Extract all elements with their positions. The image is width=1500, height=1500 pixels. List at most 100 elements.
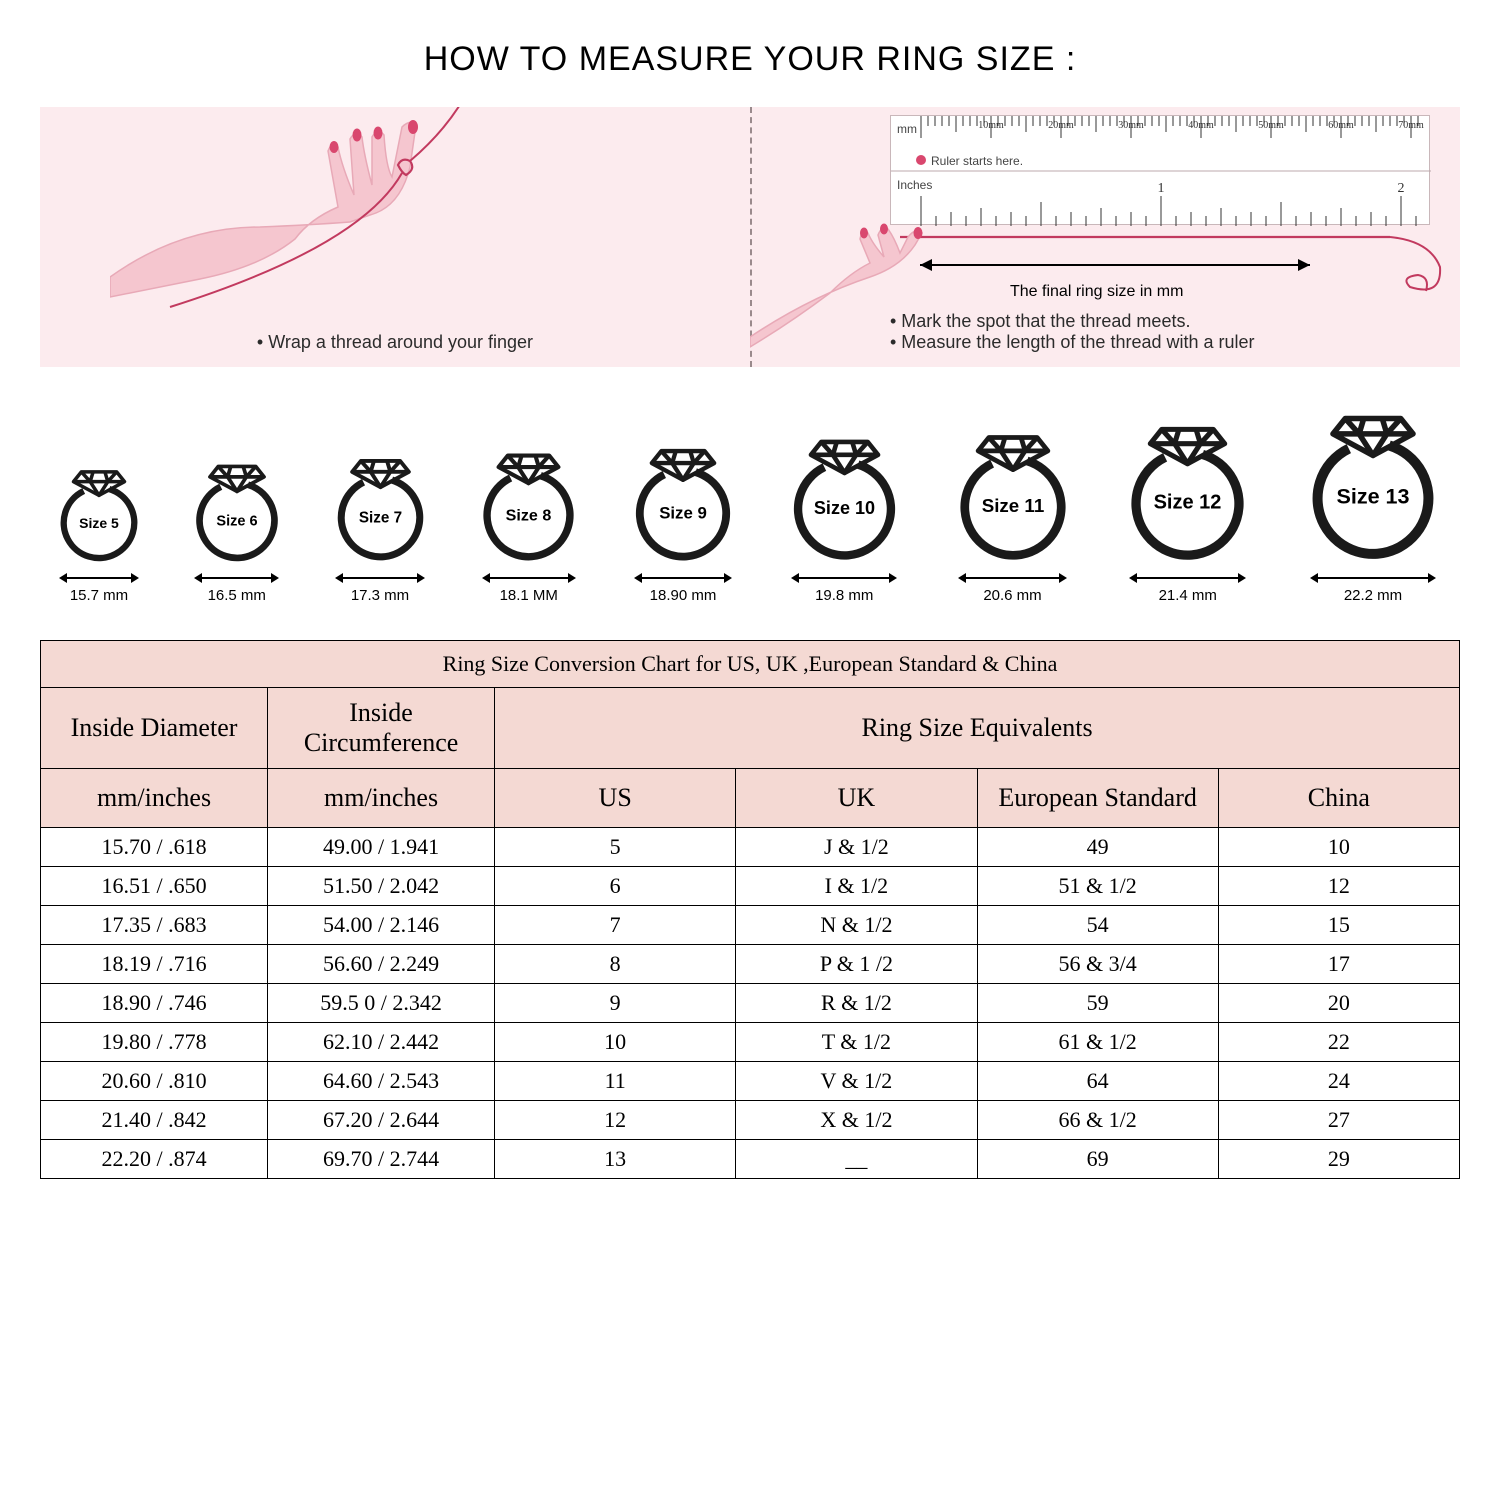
- ring-mm-label: 18.90 mm: [623, 587, 743, 604]
- table-cell: 10: [495, 1022, 736, 1061]
- ring-size-row: Size 5 15.7 mm Size 6: [40, 403, 1460, 612]
- table-cell: 29: [1218, 1139, 1459, 1178]
- instruction-band: • Wrap a thread around your finger: [40, 107, 1460, 367]
- ring-mm-label: 16.5 mm: [185, 587, 289, 604]
- conversion-table: Ring Size Conversion Chart for US, UK ,E…: [40, 640, 1460, 1179]
- ring-mm-label: 15.7 mm: [50, 587, 148, 604]
- table-body: 15.70 / .61849.00 / 1.9415J & 1/2491016.…: [41, 827, 1460, 1178]
- svg-text:Size 6: Size 6: [216, 513, 257, 529]
- table-cell: N & 1/2: [736, 905, 977, 944]
- ring-mm-label: 17.3 mm: [326, 587, 435, 604]
- table-row: 18.19 / .71656.60 / 2.2498P & 1 /256 & 3…: [41, 944, 1460, 983]
- svg-text:Size 12: Size 12: [1154, 491, 1222, 513]
- svg-text:60mm: 60mm: [1328, 120, 1354, 131]
- table-cell: 18.19 / .716: [41, 944, 268, 983]
- table-row: 20.60 / .81064.60 / 2.54311V & 1/26424: [41, 1061, 1460, 1100]
- table-cell: 17.35 / .683: [41, 905, 268, 944]
- svg-text:Size 5: Size 5: [79, 515, 119, 531]
- ring-mm-label: 20.6 mm: [946, 587, 1080, 604]
- ring-icon: Size 11: [946, 424, 1080, 565]
- table-row: 16.51 / .65051.50 / 2.0426I & 1/251 & 1/…: [41, 866, 1460, 905]
- table-row: 22.20 / .87469.70 / 2.74413__6929: [41, 1139, 1460, 1178]
- table-cell: X & 1/2: [736, 1100, 977, 1139]
- hand-wrap-icon: [110, 107, 630, 317]
- ring-item: Size 6 16.5 mm: [185, 456, 289, 604]
- table-cell: 69.70 / 2.744: [268, 1139, 495, 1178]
- table-cell: 56 & 3/4: [977, 944, 1218, 983]
- th-us: US: [495, 768, 736, 827]
- table-cell: 8: [495, 944, 736, 983]
- ring-item: Size 9 18.90 mm: [623, 439, 743, 604]
- table-cell: 49: [977, 827, 1218, 866]
- table-cell: 61 & 1/2: [977, 1022, 1218, 1061]
- table-header-row-2: mm/inches mm/inches US UK European Stand…: [41, 768, 1460, 827]
- table-cell: 66 & 1/2: [977, 1100, 1218, 1139]
- table-cell: 20.60 / .810: [41, 1061, 268, 1100]
- ring-size-guide: HOW TO MEASURE YOUR RING SIZE : • Wrap a…: [0, 0, 1500, 1179]
- table-cell: V & 1/2: [736, 1061, 977, 1100]
- th-diameter-unit: mm/inches: [41, 768, 268, 827]
- svg-text:1: 1: [1158, 181, 1165, 196]
- ring-icon: Size 13: [1296, 403, 1450, 565]
- instruction-left: • Wrap a thread around your finger: [40, 107, 750, 367]
- table-cell: 10: [1218, 827, 1459, 866]
- table-caption: Ring Size Conversion Chart for US, UK ,E…: [41, 640, 1460, 687]
- table-cell: 51 & 1/2: [977, 866, 1218, 905]
- table-cell: 56.60 / 2.249: [268, 944, 495, 983]
- table-cell: __: [736, 1139, 977, 1178]
- table-cell: 6: [495, 866, 736, 905]
- table-cell: 15: [1218, 905, 1459, 944]
- ring-item: Size 5 15.7 mm: [50, 462, 148, 604]
- th-uk: UK: [736, 768, 977, 827]
- table-cell: 11: [495, 1061, 736, 1100]
- th-diameter: Inside Diameter: [41, 687, 268, 768]
- ring-icon: Size 10: [780, 429, 909, 564]
- table-cell: 22.20 / .874: [41, 1139, 268, 1178]
- table-cell: 54: [977, 905, 1218, 944]
- table-caption-row: Ring Size Conversion Chart for US, UK ,E…: [41, 640, 1460, 687]
- th-china: China: [1218, 768, 1459, 827]
- table-row: 19.80 / .77862.10 / 2.44210T & 1/261 & 1…: [41, 1022, 1460, 1061]
- table-cell: 12: [1218, 866, 1459, 905]
- svg-text:Size 9: Size 9: [659, 503, 707, 522]
- table-header-row-1: Inside Diameter Inside Circumference Rin…: [41, 687, 1460, 768]
- ring-mm-label: 22.2 mm: [1296, 587, 1450, 604]
- instruction-right: 10mm20mm30mm40mm50mm60mm70mm12 mm Ruler …: [750, 107, 1460, 367]
- ruler-illustration: 10mm20mm30mm40mm50mm60mm70mm12 mm Ruler …: [890, 115, 1430, 225]
- ring-item: Size 7 17.3 mm: [326, 450, 435, 603]
- table-cell: I & 1/2: [736, 866, 977, 905]
- table-cell: 16.51 / .650: [41, 866, 268, 905]
- svg-text:Size 7: Size 7: [358, 510, 401, 527]
- table-cell: J & 1/2: [736, 827, 977, 866]
- table-row: 17.35 / .68354.00 / 2.1467N & 1/25415: [41, 905, 1460, 944]
- th-eu: European Standard: [977, 768, 1218, 827]
- instruction-right-caption-1: • Mark the spot that the thread meets.: [890, 311, 1460, 332]
- ring-icon: Size 6: [185, 456, 289, 565]
- table-cell: 59.5 0 / 2.342: [268, 983, 495, 1022]
- table-cell: 9: [495, 983, 736, 1022]
- table-cell: 21.40 / .842: [41, 1100, 268, 1139]
- ruler-svg: 10mm20mm30mm40mm50mm60mm70mm12: [891, 116, 1431, 226]
- ruler-mm-label: mm: [897, 122, 917, 136]
- table-cell: 24: [1218, 1061, 1459, 1100]
- svg-text:10mm: 10mm: [978, 120, 1004, 131]
- instruction-right-captions: • Mark the spot that the thread meets. •…: [890, 311, 1460, 353]
- svg-text:40mm: 40mm: [1188, 120, 1214, 131]
- svg-text:Size 11: Size 11: [981, 495, 1044, 516]
- table-cell: T & 1/2: [736, 1022, 977, 1061]
- table-cell: 62.10 / 2.442: [268, 1022, 495, 1061]
- table-cell: 15.70 / .618: [41, 827, 268, 866]
- ring-icon: Size 8: [471, 444, 586, 565]
- svg-text:2: 2: [1398, 181, 1405, 196]
- instruction-right-caption-2: • Measure the length of the thread with …: [890, 332, 1460, 353]
- table-cell: 67.20 / 2.644: [268, 1100, 495, 1139]
- svg-text:30mm: 30mm: [1118, 120, 1144, 131]
- table-cell: 5: [495, 827, 736, 866]
- table-cell: 27: [1218, 1100, 1459, 1139]
- svg-text:Size 10: Size 10: [814, 498, 875, 518]
- table-cell: 51.50 / 2.042: [268, 866, 495, 905]
- instruction-left-caption: • Wrap a thread around your finger: [40, 332, 750, 353]
- table-cell: P & 1 /2: [736, 944, 977, 983]
- table-cell: R & 1/2: [736, 983, 977, 1022]
- ring-item: Size 10 19.8 mm: [780, 429, 909, 603]
